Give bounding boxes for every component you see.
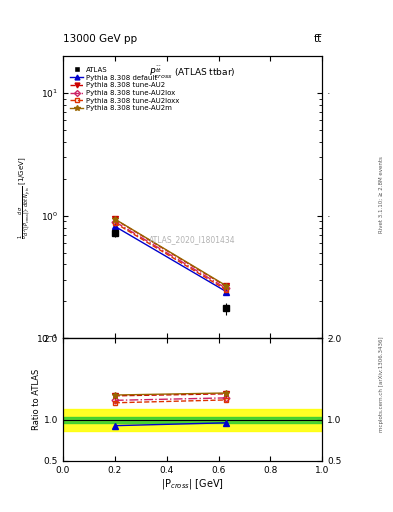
Pythia 8.308 tune-AU2m (112, 216, 117, 222)
Line: Pythia 8.308 default: Pythia 8.308 default (112, 224, 229, 294)
Line: Pythia 8.308 tune-AU2m: Pythia 8.308 tune-AU2m (112, 216, 230, 289)
Pythia 8.308 default (224, 289, 229, 295)
Line: Pythia 8.308 tune-AU2lox: Pythia 8.308 tune-AU2lox (112, 219, 229, 291)
Text: ATLAS_2020_I1801434: ATLAS_2020_I1801434 (149, 235, 236, 244)
Text: mcplots.cern.ch [arXiv:1306.3436]: mcplots.cern.ch [arXiv:1306.3436] (379, 336, 384, 432)
Pythia 8.308 default (112, 223, 117, 229)
Pythia 8.308 tune-AU2lox (112, 219, 117, 225)
Text: tt̅: tt̅ (314, 33, 322, 44)
Text: $P^{\bar{t}\bar{t}}_{cross}$ (ATLAS ttbar): $P^{\bar{t}\bar{t}}_{cross}$ (ATLAS ttba… (149, 65, 236, 81)
Bar (63, 409, 322, 431)
Y-axis label: $\frac{1}{\sigma}\frac{d\sigma}{d^2(|P_{cross}|)\cdot dbt\,N_{jets}}$ [1/GeV]: $\frac{1}{\sigma}\frac{d\sigma}{d^2(|P_{… (17, 156, 34, 239)
Legend: ATLAS, Pythia 8.308 default, Pythia 8.308 tune-AU2, Pythia 8.308 tune-AU2lox, Py: ATLAS, Pythia 8.308 default, Pythia 8.30… (69, 66, 180, 113)
Text: Rivet 3.1.10; ≥ 2.8M events: Rivet 3.1.10; ≥ 2.8M events (379, 156, 384, 233)
Pythia 8.308 tune-AU2m (224, 283, 229, 289)
Line: Pythia 8.308 tune-AU2: Pythia 8.308 tune-AU2 (112, 217, 229, 289)
Y-axis label: Ratio to ATLAS: Ratio to ATLAS (32, 369, 41, 430)
Text: 13000 GeV pp: 13000 GeV pp (63, 33, 137, 44)
Line: Pythia 8.308 tune-AU2loxx: Pythia 8.308 tune-AU2loxx (112, 220, 229, 292)
Pythia 8.308 tune-AU2lox (224, 285, 229, 291)
Bar (63, 417, 322, 423)
Pythia 8.308 tune-AU2loxx (224, 287, 229, 293)
Pythia 8.308 tune-AU2 (112, 216, 117, 222)
X-axis label: |P$_{cross}$| [GeV]: |P$_{cross}$| [GeV] (161, 477, 224, 492)
Pythia 8.308 tune-AU2 (224, 283, 229, 289)
Pythia 8.308 tune-AU2loxx (112, 220, 117, 226)
